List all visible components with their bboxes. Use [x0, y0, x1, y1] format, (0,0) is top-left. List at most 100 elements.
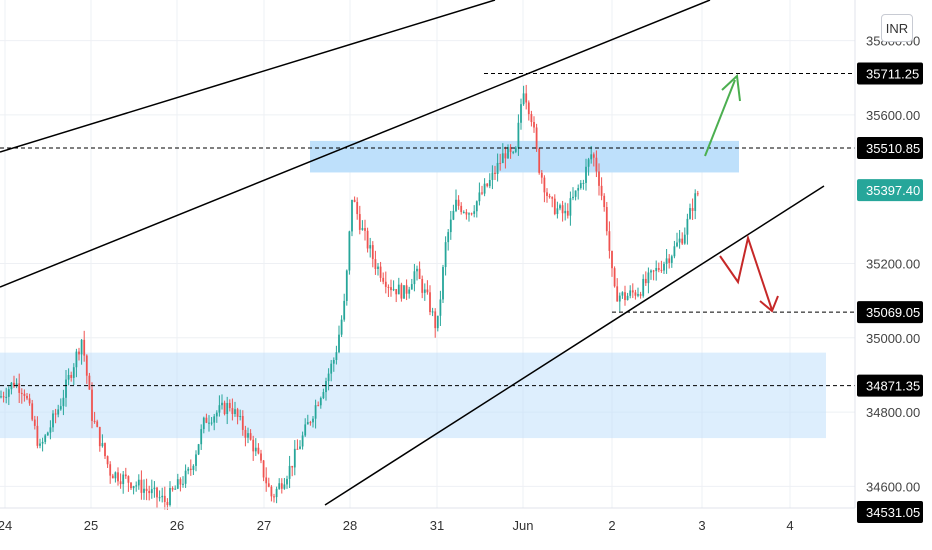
candle-body [306, 422, 309, 425]
candle-body [629, 290, 632, 296]
candle-body [195, 454, 197, 466]
candle-body [546, 192, 548, 196]
candle-body [327, 373, 330, 382]
candle-body [15, 383, 18, 387]
candle-body [158, 497, 161, 499]
candle-body [317, 405, 320, 407]
time-tick-label: 27 [257, 518, 271, 533]
time-tick-label: 2 [608, 518, 615, 533]
candle-body [132, 486, 135, 489]
candle-body [93, 420, 96, 422]
candle-body [676, 242, 678, 247]
time-tick-label: 3 [698, 518, 705, 533]
candle-body [512, 151, 515, 153]
candle-body [299, 446, 301, 449]
candle-body [5, 396, 8, 398]
time-tick-label: 25 [84, 518, 98, 533]
candle-body [660, 269, 663, 271]
candle-body [114, 472, 117, 479]
candle-body [62, 397, 65, 407]
candle-body [598, 171, 600, 186]
candle-body [179, 479, 182, 485]
candle-body [561, 205, 564, 214]
candle-body [603, 195, 606, 208]
candle-body [356, 201, 359, 215]
candle-body [655, 268, 658, 272]
candle-body [403, 285, 405, 299]
candle-body [647, 272, 650, 284]
candle-body [67, 375, 70, 380]
candle-body [449, 219, 452, 233]
candle-body [332, 359, 335, 364]
candle-body [364, 228, 366, 231]
candle-body [486, 183, 489, 187]
candle-body [421, 278, 424, 293]
price-axis[interactable]: 35800.0035600.0035200.0035000.0034800.00… [866, 34, 920, 495]
currency-selector[interactable]: INR [881, 14, 913, 42]
candle-body [525, 93, 528, 103]
candle-body [322, 392, 325, 399]
candle-body [631, 290, 634, 293]
candle-body [392, 289, 395, 291]
candle-body [572, 196, 574, 199]
candle-body [122, 474, 125, 485]
candle-body [478, 192, 481, 202]
candle-body [267, 483, 270, 487]
candle-body [642, 278, 645, 296]
candle-body [247, 433, 249, 438]
candle-body [390, 287, 392, 291]
candle-body [509, 147, 512, 152]
candle-body [387, 286, 390, 288]
price-tick-label: 34800.00 [866, 405, 920, 420]
time-axis[interactable]: 24 25 26 27 28 31 Jun 2 3 4 [0, 518, 794, 533]
candle-body [439, 299, 442, 316]
price-tick-label: 34600.00 [866, 479, 920, 494]
candle-body [239, 415, 242, 417]
price-badge [857, 179, 923, 202]
trendline-upper-1 [0, 0, 496, 153]
candle-body [319, 398, 322, 406]
candle-body [686, 218, 689, 235]
candle-body [416, 268, 418, 272]
zones [0, 140, 826, 439]
candle-body [54, 413, 57, 415]
candle-body [384, 281, 387, 287]
candle-body [36, 425, 39, 446]
candle-body [215, 412, 218, 417]
price-badge-label: 35510.85 [866, 141, 920, 156]
candle-body [600, 185, 603, 196]
candle-body [590, 154, 593, 160]
candle-body [504, 153, 507, 159]
candle-body [564, 210, 567, 214]
candle-body [244, 429, 247, 438]
candle-body [301, 435, 304, 447]
price-badge [857, 62, 923, 85]
candle-body [98, 426, 101, 447]
candle-body [548, 195, 551, 198]
candle-body [431, 311, 434, 313]
candle-body [527, 102, 530, 115]
time-tick-label: 4 [786, 518, 793, 533]
candle-body [644, 278, 647, 284]
price-badge [857, 301, 923, 324]
candle-body [260, 453, 262, 461]
candle-body [228, 402, 231, 409]
candle-body [436, 315, 439, 329]
candle-body [689, 208, 691, 219]
candle-body [130, 482, 132, 489]
candle-body [145, 488, 148, 491]
candle-body [358, 214, 361, 230]
candle-body [91, 389, 93, 421]
candle-body [678, 238, 681, 243]
candle-body [650, 270, 652, 273]
candle-body [31, 403, 34, 420]
candle-body [351, 199, 353, 232]
price-badge-label: 34871.35 [866, 379, 920, 394]
candle-body [200, 429, 203, 445]
time-tick-label: 31 [430, 518, 444, 533]
candle-body [254, 447, 257, 452]
candle-body [226, 402, 229, 415]
candle-body [361, 228, 364, 230]
candle-body [665, 258, 668, 264]
